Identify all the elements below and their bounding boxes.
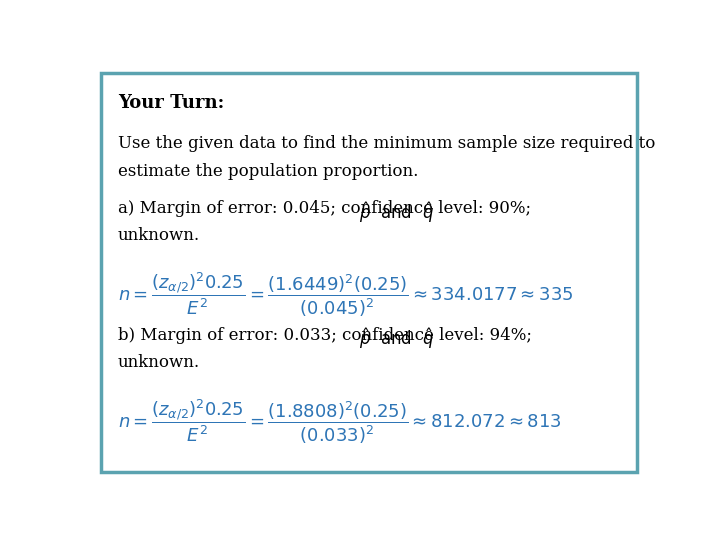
Text: a) Margin of error: 0.045; confidence level: 90%;: a) Margin of error: 0.045; confidence le… bbox=[118, 200, 531, 217]
Text: estimate the population proportion.: estimate the population proportion. bbox=[118, 163, 418, 179]
Text: $\hat{p}$  and  $\hat{q}$: $\hat{p}$ and $\hat{q}$ bbox=[359, 200, 434, 225]
Text: Use the given data to find the minimum sample size required to: Use the given data to find the minimum s… bbox=[118, 136, 655, 152]
FancyBboxPatch shape bbox=[101, 73, 637, 472]
Text: unknown.: unknown. bbox=[118, 227, 200, 244]
Text: b) Margin of error: 0.033; confidence level: 94%;: b) Margin of error: 0.033; confidence le… bbox=[118, 327, 532, 344]
Text: $n = \dfrac{(z_{\alpha/2})^2 0.25}{E^2} = \dfrac{(1.8808)^2(0.25)}{(0.033)^2} \a: $n = \dfrac{(z_{\alpha/2})^2 0.25}{E^2} … bbox=[118, 397, 562, 446]
Text: $\hat{p}$  and  $\hat{q}$: $\hat{p}$ and $\hat{q}$ bbox=[359, 327, 434, 352]
Text: $n = \dfrac{(z_{\alpha/2})^2 0.25}{E^2} = \dfrac{(1.6449)^2(0.25)}{(0.045)^2} \a: $n = \dfrac{(z_{\alpha/2})^2 0.25}{E^2} … bbox=[118, 271, 573, 319]
Text: Your Turn:: Your Turn: bbox=[118, 94, 224, 112]
Text: unknown.: unknown. bbox=[118, 354, 200, 371]
